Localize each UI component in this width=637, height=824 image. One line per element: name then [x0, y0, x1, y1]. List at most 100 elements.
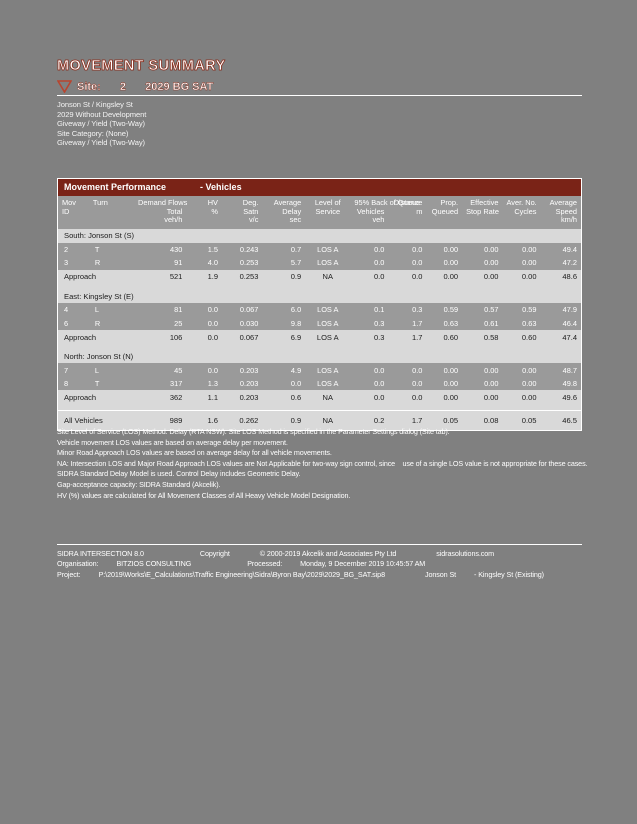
footer-licence-label: Processed: — [247, 559, 283, 569]
section-label: East: Kingsley St (E) — [58, 289, 581, 304]
cell-queue-veh: 0.0 — [350, 390, 389, 405]
cell-hv: 0.0 — [186, 303, 222, 317]
cell-speed: 49.8 — [540, 376, 581, 391]
approach-row: Approach 521 1.9 0.253 0.9 NA 0.0 0.0 0.… — [58, 269, 581, 285]
cell-deg-satn: 0.203 — [222, 376, 263, 391]
cell-prop-queued: 0.00 — [426, 256, 463, 270]
header-line: Distance — [393, 198, 423, 207]
cell-total: 106 — [134, 329, 187, 345]
cell-queue-veh: 0.3 — [350, 329, 389, 345]
cell-mov-id: 6 — [58, 316, 89, 330]
cell-stop-rate: 0.00 — [462, 269, 503, 285]
all-vehicles-row: All Vehicles 989 1.6 0.262 0.9 NA 0.2 1.… — [58, 409, 581, 430]
col-header-deg-satn: Deg. Satn v/c — [222, 196, 263, 229]
cell-cycles: 0.05 — [502, 409, 541, 430]
header-line: Average — [273, 198, 302, 207]
footnote-line: HV (%) values are calculated for All Mov… — [57, 490, 351, 500]
header-line: v/c — [248, 215, 259, 225]
cell-total: 430 — [134, 242, 187, 257]
report-header: MOVEMENT SUMMARY Site: 2 2029 BG SAT Jon… — [57, 58, 582, 148]
footnote-line: NA: Intersection LOS and Major Road Appr… — [57, 458, 588, 468]
cell-turn: R — [88, 316, 135, 330]
header-line: Cycles — [514, 206, 537, 216]
col-header-demand-total: Demand Flows Total veh/h — [134, 196, 188, 229]
cell-hv: 0.0 — [186, 329, 222, 345]
cell-mov-id: 8 — [58, 376, 89, 391]
cell-prop-queued: 0.00 — [426, 390, 463, 405]
cell-approach-label: Approach — [58, 329, 135, 345]
footer-status-left: Jonson St — [424, 569, 457, 579]
cell-cycles: 0.00 — [502, 363, 541, 377]
header-line: Aver. No. — [506, 198, 537, 207]
cell-cycles: 0.59 — [502, 303, 541, 317]
cell-hv: 1.6 — [186, 409, 222, 430]
section-label: South: Jonson St (S) — [58, 228, 581, 243]
cell-los: LOS A — [305, 329, 351, 345]
cell-deg-satn: 0.030 — [222, 316, 263, 330]
section-header-east: East: Kingsley St (E) — [58, 289, 581, 304]
cell-speed: 49.4 — [540, 242, 581, 257]
cell-total: 91 — [134, 256, 187, 270]
header-line: Average — [549, 198, 577, 207]
cell-queue-veh: 0.1 — [350, 303, 389, 317]
cell-turn: T — [88, 376, 135, 391]
header-line: ID — [62, 206, 70, 216]
cell-approach-label: Approach — [58, 269, 135, 285]
cell-los: LOS A — [305, 316, 351, 330]
cell-hv: 4.0 — [186, 256, 222, 270]
table-header-row: Mov ID Turn Demand Flows Total veh/h HV … — [58, 196, 581, 229]
cell-prop-queued: 0.00 — [426, 363, 463, 377]
footer-copyright-label: Copyright — [199, 549, 230, 558]
cell-delay: 0.9 — [262, 269, 306, 285]
cell-total: 521 — [134, 269, 187, 285]
cell-cycles: 0.00 — [502, 256, 541, 270]
cell-turn: T — [88, 242, 135, 257]
cell-hv: 1.5 — [186, 242, 222, 257]
header-line: Total — [166, 206, 183, 216]
footer-divider — [57, 544, 582, 545]
cell-total: 317 — [134, 376, 187, 391]
cell-queue-veh: 0.0 — [350, 269, 389, 285]
cell-stop-rate: 0.00 — [462, 363, 503, 377]
cell-queue-dist: 1.7 — [388, 409, 427, 430]
cell-queue-veh: 0.2 — [350, 409, 389, 430]
cell-queue-dist: 1.7 — [388, 316, 427, 330]
cell-prop-queued: 0.00 — [426, 269, 463, 285]
page-title: MOVEMENT SUMMARY — [57, 58, 226, 75]
footer-status-right: - Kingsley St (Existing) — [474, 569, 544, 579]
cell-queue-veh: 0.0 — [350, 256, 389, 270]
cell-total: 25 — [134, 316, 187, 330]
cell-delay: 9.8 — [262, 316, 306, 330]
footer-copyright-years: © 2000-2019 Akcelik and Associates Pty L… — [259, 549, 397, 558]
giveway-triangle-icon — [57, 80, 72, 93]
header-line: km/h — [560, 215, 577, 225]
cell-speed: 46.4 — [540, 316, 581, 330]
cell-los: LOS A — [305, 303, 351, 317]
cell-delay: 6.0 — [262, 303, 306, 317]
section-label: North: Jonson St (N) — [58, 349, 581, 364]
cell-speed: 47.2 — [540, 256, 581, 270]
approach-row: Approach 362 1.1 0.203 0.6 NA 0.0 0.0 0.… — [58, 390, 581, 405]
cell-hv: 0.0 — [186, 316, 222, 330]
site-name: 2029 BG SAT — [145, 80, 214, 93]
cell-delay: 0.7 — [262, 242, 306, 257]
cell-deg-satn: 0.253 — [222, 269, 263, 285]
cell-los: LOS A — [305, 376, 351, 391]
col-header-effective-stop-rate: Effective Stop Rate — [462, 196, 503, 229]
cell-approach-label: Approach — [58, 390, 135, 405]
cell-speed: 47.9 — [540, 303, 581, 317]
cell-turn: L — [88, 363, 135, 377]
cell-delay: 0.6 — [262, 390, 306, 405]
header-line: Demand Flows — [138, 198, 188, 207]
table-row: 3 R 91 4.0 0.253 5.7 LOS A 0.0 0.0 0.00 … — [58, 256, 581, 270]
cell-cycles: 0.00 — [502, 390, 541, 405]
cell-stop-rate: 0.08 — [462, 409, 503, 430]
cell-delay: 6.9 — [262, 329, 306, 345]
header-line: Stop Rate — [466, 206, 499, 216]
section-header-south: South: Jonson St (S) — [58, 228, 581, 243]
approach-row: Approach 106 0.0 0.067 6.9 LOS A 0.3 1.7… — [58, 329, 581, 345]
cell-cycles: 0.60 — [502, 329, 541, 345]
header-line: Speed — [555, 206, 577, 216]
cell-all-vehicles-label: All Vehicles — [58, 409, 135, 430]
